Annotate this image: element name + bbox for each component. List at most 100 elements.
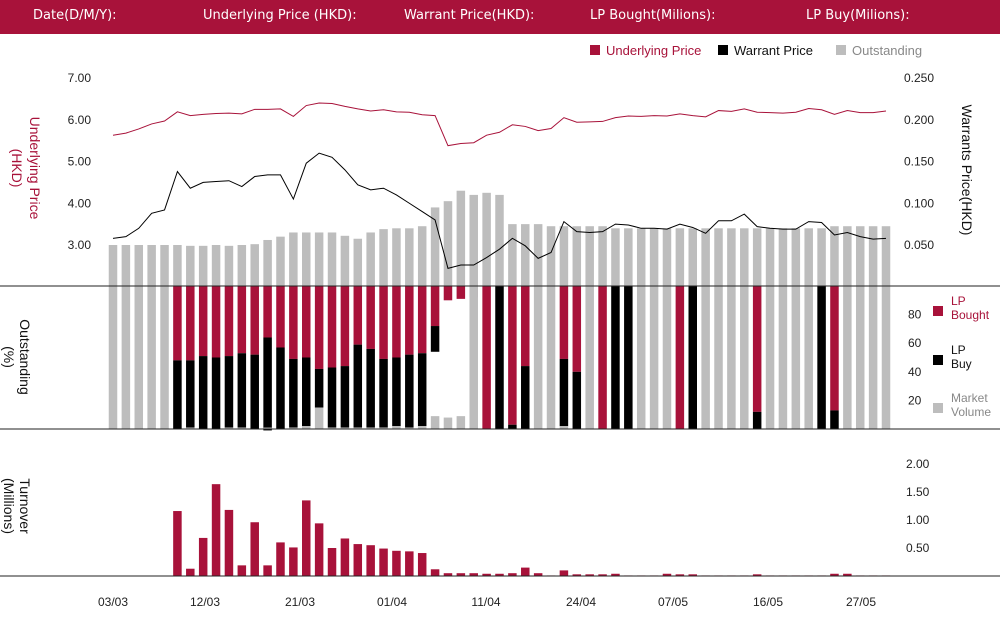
outstanding-bar	[662, 228, 672, 286]
turnover-bar	[469, 573, 478, 576]
lp-buy-bar	[405, 354, 414, 428]
turnover-bar	[405, 551, 414, 576]
date-axis-tick: 07/05	[658, 595, 688, 609]
turnover-axis-tick: 2.00	[906, 457, 930, 471]
outstanding-bar	[727, 228, 736, 286]
lp-bought-bar	[559, 286, 569, 359]
lp-buy-bar	[508, 424, 517, 429]
market-volume-bar	[237, 427, 247, 429]
outstanding-bar	[405, 228, 414, 286]
outstanding-bar	[585, 226, 594, 286]
outstanding-bar	[482, 192, 491, 286]
turnover-bar	[430, 569, 440, 576]
underlying-axis-unit: (HKD)	[9, 149, 25, 188]
lp-buy-bar	[624, 286, 633, 429]
lp-buy-bar	[417, 353, 427, 427]
lp-bought-label: LP Bought(Milions):	[590, 8, 716, 23]
outstanding-bar	[765, 228, 775, 286]
lp-buy-bar	[224, 356, 234, 428]
outstanding-bar	[456, 190, 466, 286]
turnover-bar	[353, 544, 363, 576]
outstanding-bar	[701, 228, 710, 286]
outstanding-bar	[108, 245, 118, 286]
date-axis-tick: 11/04	[471, 595, 500, 609]
lp-buy-bar	[430, 326, 440, 352]
market-volume-bar	[430, 416, 440, 429]
market-volume-bar	[727, 286, 736, 429]
turnover-bar	[585, 574, 594, 576]
market-volume-bar	[366, 427, 375, 429]
outstanding-bar	[688, 228, 697, 286]
legend-swatch	[718, 45, 728, 55]
market-volume-bar	[314, 407, 324, 429]
turnover-bar	[211, 484, 221, 576]
percent-axis-tick: 40	[908, 365, 922, 379]
lp-bought-bar	[443, 286, 453, 301]
lp-bought-bar	[417, 286, 427, 354]
outstanding-bar	[521, 224, 530, 286]
market-volume-bar	[843, 286, 852, 429]
lp-buy-bar	[495, 286, 504, 429]
warrant-axis-tick: 0.150	[904, 155, 934, 169]
turnover-bar	[173, 511, 182, 576]
underlying-axis-tick: 4.00	[68, 196, 92, 210]
outstanding-bar	[830, 226, 839, 286]
outstanding-bar	[546, 226, 556, 286]
turnover-bar	[533, 573, 543, 576]
panel-legend-swatch	[933, 306, 943, 316]
outstanding-bar	[443, 201, 453, 286]
outstanding-bar	[160, 245, 169, 286]
outstanding-bar	[121, 245, 131, 286]
outstanding-bar	[430, 207, 440, 286]
date-axis-tick: 16/05	[753, 595, 783, 609]
outstanding-bar	[314, 232, 324, 286]
outstanding-bar	[649, 228, 659, 286]
turnover-axis-tick: 0.50	[906, 541, 930, 555]
outstanding-bar	[740, 228, 749, 286]
outstanding-bar	[469, 194, 478, 286]
outstanding-bar	[855, 226, 865, 286]
turnover-bar	[559, 570, 569, 576]
market-volume-bar	[559, 426, 569, 429]
outstanding-bar	[598, 226, 607, 286]
warrant-chart: 7.00 6.00 5.00 4.00 3.00 0.250 0.200 0.150 0.100…	[0, 43, 1000, 609]
turnover-bar	[456, 573, 466, 576]
turnover-bar	[830, 573, 839, 576]
warrant-axis-tick: 0.100	[904, 196, 934, 210]
turnover-bar	[611, 573, 620, 576]
lp-bought-bar	[405, 286, 414, 355]
market-volume-bar	[263, 427, 272, 429]
underlying-price-line	[112, 102, 887, 147]
market-volume-bar	[186, 427, 195, 429]
turnover-bar	[843, 573, 852, 576]
lp-bought-bar	[430, 286, 440, 327]
underlying-axis-label: Underlying Price	[27, 117, 43, 220]
date-axis-tick: 03/03	[98, 595, 128, 609]
market-volume-bar	[134, 286, 144, 429]
lp-bought-bar	[224, 286, 234, 357]
lp-bought-bar	[211, 286, 221, 358]
turnover-bar	[250, 522, 259, 576]
lp-buy-bar	[572, 371, 582, 429]
lp-bought-bar	[508, 286, 517, 425]
outstanding-bar	[366, 232, 375, 286]
turnover-bar	[289, 547, 298, 576]
underlying-price-label: Underlying Price (HKD):	[203, 8, 357, 23]
turnover-bar	[340, 538, 350, 576]
market-volume-bar	[881, 286, 891, 429]
lp-buy-bar	[211, 357, 221, 429]
turnover-bar	[443, 573, 453, 576]
turnover-bar	[263, 565, 272, 576]
outstanding-bar	[134, 245, 144, 286]
percent-axis-unit: (%)	[1, 346, 17, 368]
market-volume-bar	[121, 286, 131, 429]
warrant-axis-tick: 0.250	[904, 71, 934, 85]
lp-buy-bar	[302, 357, 311, 427]
market-volume-bar	[108, 286, 118, 429]
panel-legend-swatch	[933, 355, 943, 365]
outstanding-bar	[881, 226, 891, 286]
market-volume-bar	[855, 286, 865, 429]
lp-bought-bar	[379, 286, 388, 359]
panel-legend-label: Market	[951, 391, 988, 405]
outstanding-bar	[611, 228, 620, 286]
